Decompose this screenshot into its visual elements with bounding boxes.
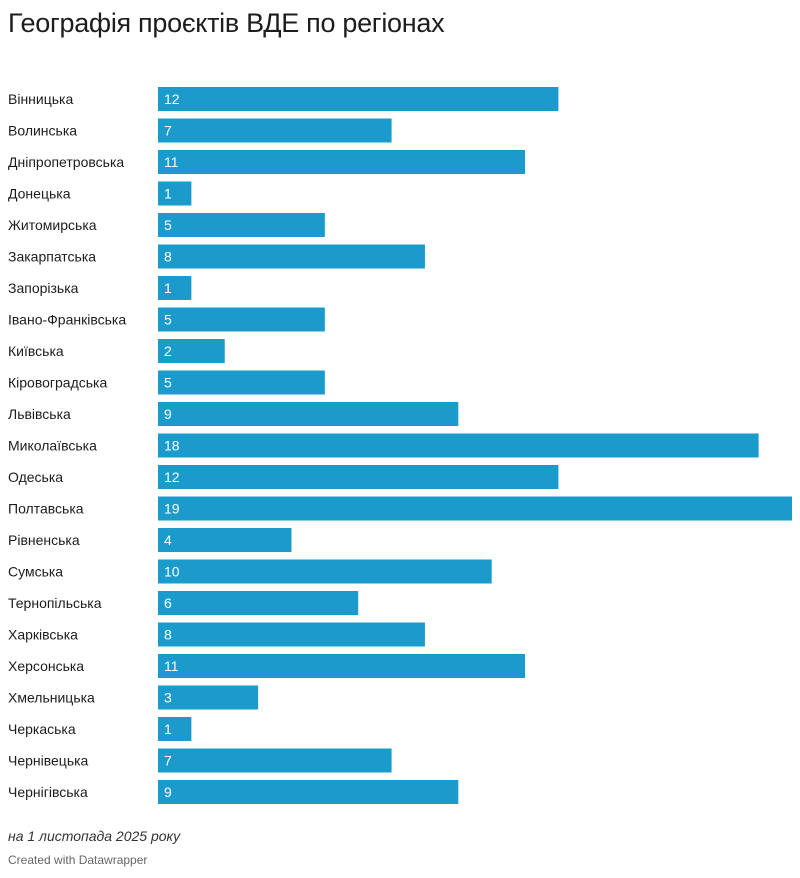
bar [158, 528, 292, 552]
bar [158, 402, 459, 426]
value-label: 11 [164, 154, 179, 170]
value-label: 3 [164, 690, 172, 706]
value-label: 2 [164, 343, 172, 359]
datawrapper-credit: Created with Datawrapper [8, 853, 148, 867]
category-label: Житомирська [8, 217, 97, 233]
bar [158, 118, 392, 143]
chart-title: Географія проєктів ВДЕ по регіонах [8, 8, 445, 38]
category-label: Хмельницька [8, 690, 95, 706]
category-label: Харківська [8, 627, 78, 643]
bar [158, 496, 792, 521]
category-label: Вінницька [8, 91, 73, 107]
value-label: 9 [164, 784, 172, 800]
category-label: Кіровоградська [8, 375, 107, 391]
bar [158, 339, 225, 363]
value-label: 18 [164, 438, 180, 454]
value-label: 8 [164, 627, 172, 643]
category-label: Миколаївська [8, 438, 97, 454]
category-label: Рівненська [8, 532, 80, 548]
category-label: Чернівецька [8, 753, 89, 769]
bar [158, 622, 425, 647]
bar [158, 748, 392, 773]
bar [158, 685, 259, 710]
value-label: 9 [164, 406, 172, 422]
value-label: 5 [164, 217, 172, 233]
value-label: 11 [164, 658, 179, 674]
value-label: 1 [164, 186, 172, 202]
category-label: Одеська [8, 469, 63, 485]
category-label: Київська [8, 343, 64, 359]
value-label: 19 [164, 501, 180, 517]
bar [158, 433, 759, 458]
bar [158, 276, 192, 300]
value-label: 1 [164, 280, 172, 296]
bar [158, 307, 325, 332]
bar [158, 717, 192, 741]
bar [158, 370, 325, 395]
category-label: Закарпатська [8, 249, 96, 265]
category-label: Херсонська [8, 658, 84, 674]
category-label: Львівська [8, 406, 71, 422]
value-label: 12 [164, 91, 180, 107]
category-label: Донецька [8, 186, 71, 202]
category-label: Тернопільська [8, 595, 102, 611]
bar [158, 213, 325, 237]
category-label: Сумська [8, 564, 63, 580]
value-label: 12 [164, 469, 180, 485]
category-label: Чернігівська [8, 784, 88, 800]
value-label: 4 [164, 532, 172, 548]
bar [158, 780, 459, 804]
value-label: 7 [164, 123, 172, 139]
bar [158, 244, 425, 269]
value-label: 7 [164, 753, 172, 769]
value-label: 8 [164, 249, 172, 265]
category-label: Дніпропетровська [8, 154, 124, 170]
bar [158, 465, 559, 489]
category-label: Черкаська [8, 721, 76, 737]
value-label: 5 [164, 312, 172, 328]
value-label: 1 [164, 721, 172, 737]
bar [158, 87, 559, 111]
bar [158, 654, 526, 678]
bar [158, 591, 359, 615]
category-label: Запорізька [8, 280, 79, 296]
value-label: 10 [164, 564, 180, 580]
bar [158, 559, 492, 584]
bar [158, 150, 526, 174]
category-label: Волинська [8, 123, 77, 139]
value-label: 6 [164, 595, 172, 611]
date-note: на 1 листопада 2025 року [8, 828, 181, 844]
category-label: Полтавська [8, 501, 84, 517]
bar [158, 181, 192, 206]
value-label: 5 [164, 375, 172, 391]
category-label: Івано-Франківська [8, 312, 126, 328]
